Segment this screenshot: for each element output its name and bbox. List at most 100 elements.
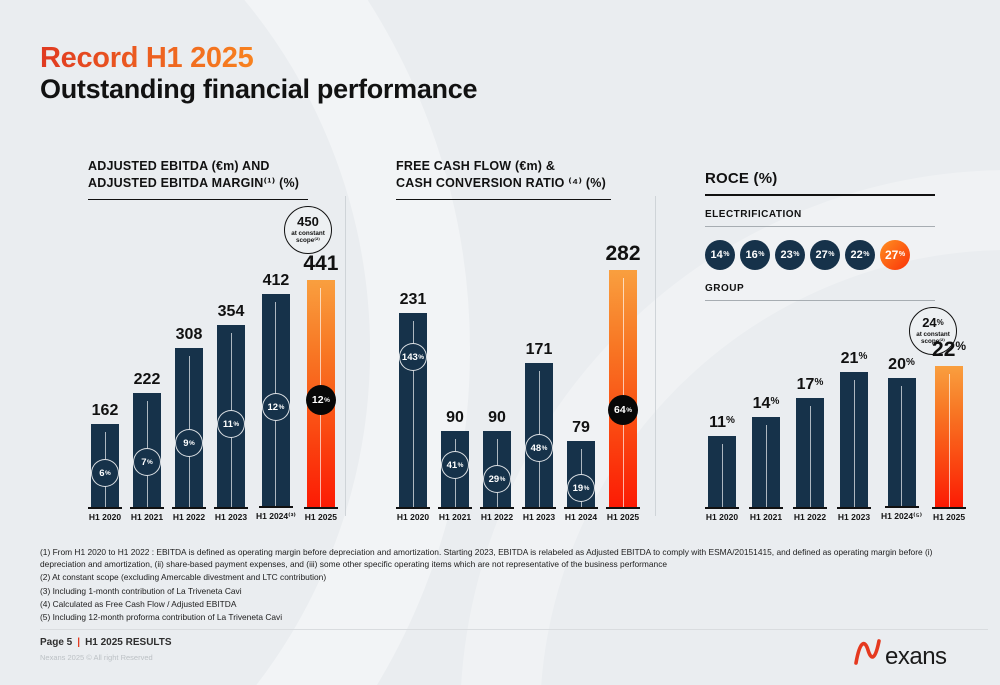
bar-wrap: 354 11% [217,303,245,507]
x-axis-label: H1 2022 [172,512,206,522]
chart-title-line: ADJUSTED EBITDA (€m) AND [88,159,270,173]
bar-column: 20% H1 2024⁽⁵⁾ [881,356,923,522]
bar-center-line [412,321,414,507]
bar-value-label: 79 [572,419,590,436]
bar-column: 11% H1 2020 [705,414,739,522]
footnote: (1) From H1 2020 to H1 2022 : EBITDA is … [40,547,933,570]
x-axis-label: H1 2022 [793,512,827,522]
bar-value-label: 20% [888,356,915,373]
highlight-bar: 64% [608,270,638,507]
axis-segment [214,507,248,509]
bar-column: 354 11% H1 2023 [214,303,248,522]
x-axis-label: H1 2021 [130,512,164,522]
bar-column: 441 12% H1 2025 [303,252,338,522]
footer-page-line: Page 5 | H1 2025 RESULTS [40,637,172,648]
bar-wrap: 14% [752,395,780,507]
axis-segment [884,506,919,508]
footer-deck: H1 2025 RESULTS [85,637,172,648]
axis-segment [88,507,122,509]
bar-column: 79 19% H1 2024 [564,419,598,522]
bar-value-label: 21% [840,350,868,367]
title-rule [396,198,611,201]
roce-circle: 22% [845,239,875,270]
bar-column: 162 6% H1 2020 [88,402,122,522]
x-axis-label: H1 2024⁽⁵⁾ [881,511,923,521]
ratio-circle: 7% [133,448,161,476]
section-rule [705,225,935,227]
bar-wrap: 282 64% [605,242,641,507]
footer-rule [40,629,988,630]
axis-segment [837,507,871,509]
bar-column: 22% H1 2025 [932,338,967,522]
bar-wrap: 171 48% [525,341,553,507]
electrification-label: ELECTRIFICATION [705,208,802,220]
bar-column: 412 12% H1 2024⁽³⁾ [256,272,296,522]
bar-wrap: 20% [887,356,916,506]
bar-value-label: 162 [91,402,119,419]
bar: 19% [567,441,595,507]
axis-segment [303,507,338,509]
bar-value-label: 14% [752,395,780,412]
bar-wrap: 222 7% [133,371,161,507]
roce-circle-highlight: 27% [880,239,910,270]
ebitda-chart-title: ADJUSTED EBITDA (€m) AND ADJUSTED EBITDA… [88,158,308,192]
ratio-circle: 143% [399,343,427,371]
bar-wrap: 90 41% [441,409,469,507]
chart-title-line: CASH CONVERSION RATIO ⁽⁴⁾ (%) [396,175,606,190]
badge-note: scope⁽²⁾ [921,338,945,346]
bar-center-line [901,386,903,506]
bar-center-line [809,406,811,507]
ratio-circle: 41% [441,451,469,479]
axis-segment [522,507,556,509]
bar-wrap: 79 19% [567,419,595,507]
x-axis-label: H1 2021 [749,512,783,522]
bar-wrap: 412 12% [261,272,290,506]
bar-wrap: 90 29% [483,409,511,507]
bar: 11% [217,325,245,507]
bar-wrap: 21% [840,350,868,507]
group-label: GROUP [705,282,745,294]
fcf-chart-title: FREE CASH FLOW (€m) & CASH CONVERSION RA… [396,158,611,192]
bar-value-label: 90 [446,409,464,426]
column-divider [655,196,656,516]
group-roce-bar-plot: 11% H1 2020 14% H1 2021 17% H1 2022 21% H1 2023… [705,338,967,522]
ratio-circle: 19% [567,474,595,502]
column-divider [345,196,346,516]
bar-value-label: 441 [303,252,339,275]
roce-circle: 16% [740,239,770,270]
bar-center-line [853,380,855,507]
bar-wrap: 231 143% [399,291,427,507]
x-axis-label: H1 2020 [88,512,122,522]
bar-column: 90 41% H1 2021 [438,409,472,522]
bar-column: 21% H1 2023 [837,350,871,522]
chart-title-line: ADJUSTED EBITDA MARGIN⁽¹⁾ (%) [88,175,300,190]
bar-value-label: 17% [796,376,824,393]
nexans-logo: exans [852,634,947,671]
roce-chart-title: ROCE (%) [705,170,778,187]
x-axis-label: H1 2023 [837,512,871,522]
bar-value-label: 11% [709,414,735,431]
bar: 48% [525,363,553,507]
bar-value-label: 412 [262,272,290,289]
footer-page: Page 5 [40,637,73,648]
badge-note: at constant [291,230,325,238]
axis-segment [172,507,206,509]
bar-column: 14% H1 2021 [749,395,783,522]
footer-separator: | [77,637,81,648]
bar: 143% [399,313,427,507]
axis-segment [606,507,640,509]
electrification-roce-circles: 14% 16% 23% 27% 22% 27% [705,239,935,270]
highlight-bar [935,366,964,507]
axis-segment [396,507,430,509]
slide-title: Outstanding financial performance [40,74,478,104]
bar-column: 231 143% H1 2020 [396,291,430,522]
axis-segment [932,507,967,509]
bar: 6% [91,424,119,507]
constant-scope-badge: 24% at constant scope⁽²⁾ [909,307,957,355]
bar: 7% [133,393,161,507]
bar-value-label: 222 [133,371,161,388]
chart-title-line: FREE CASH FLOW (€m) & [396,159,556,173]
x-axis-label: H1 2023 [214,512,248,522]
x-axis-label: H1 2025 [932,512,966,522]
bar: 12% [261,294,290,506]
